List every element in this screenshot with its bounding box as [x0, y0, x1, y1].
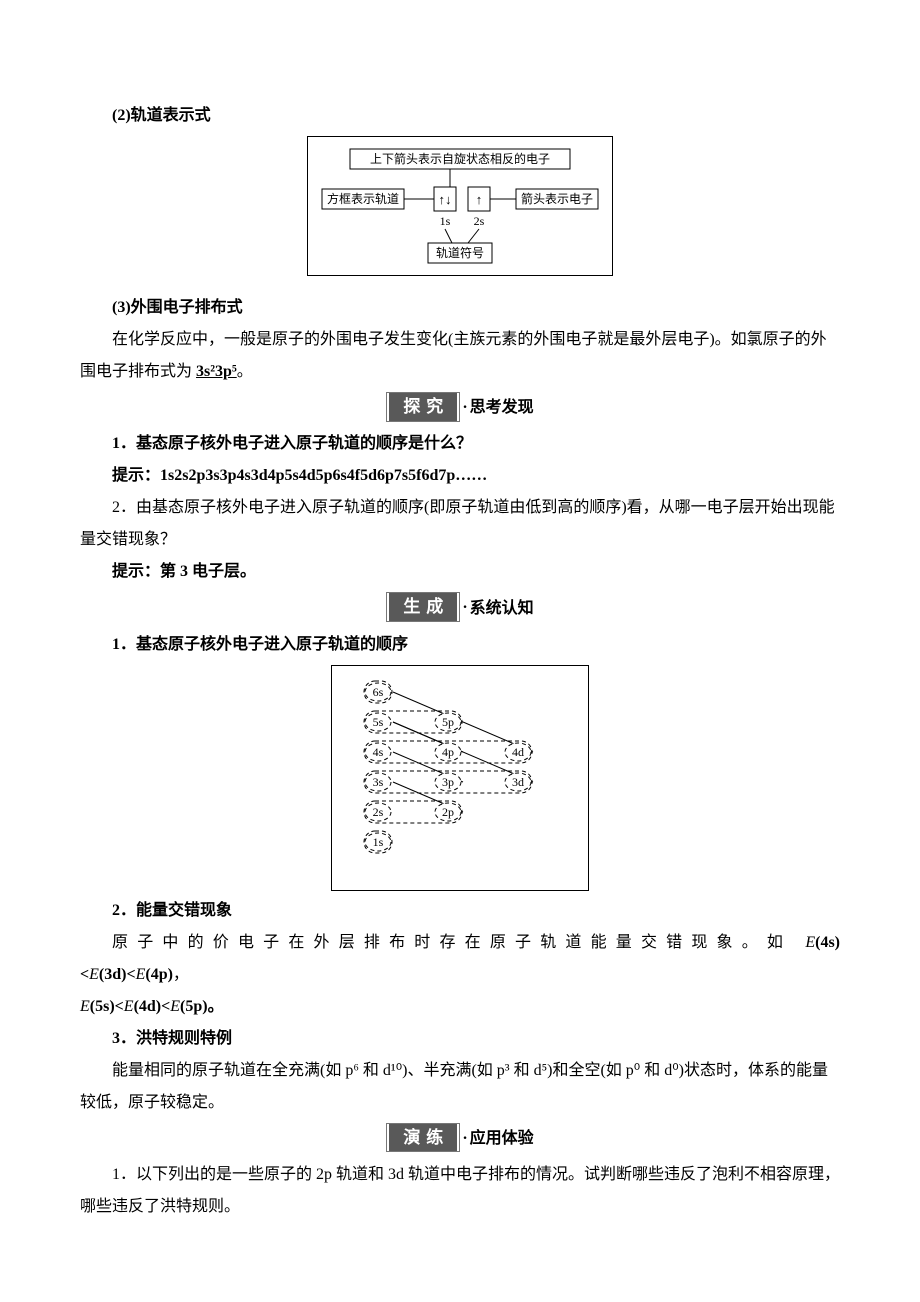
gen2-body-text: 原子中的价电子在外层排布时存在原子轨道能量交错现象。如	[112, 934, 805, 951]
q1-hint-label: 提示：	[112, 467, 160, 484]
svg-text:2p: 2p	[442, 805, 454, 819]
badge-explore-row: 探究 ·思考发现	[80, 392, 840, 424]
orb-left-label: 方框表示轨道	[327, 191, 399, 206]
q1-hint-body: 1s2s2p3s3p4s3d4p5s4d5p6s4f5d6p7s5f6d7p……	[160, 467, 487, 484]
gen3-body: 能量相同的原子轨道在全充满(如 p⁶ 和 d¹⁰)、半充满(如 p³ 和 d⁵)…	[80, 1055, 840, 1119]
orbital-notation-diagram: 上下箭头表示自旋状态相反的电子 方框表示轨道 箭头表示电子 ↑↓ ↑ 1s 2s	[307, 136, 613, 276]
sec3-heading: (3)外围电子排布式	[80, 292, 840, 324]
svg-text:1s: 1s	[373, 835, 384, 849]
q2-hint: 提示：第 3 电子层。	[80, 556, 840, 588]
badge-explore-dark: 探究	[389, 393, 457, 421]
orb-top-label: 上下箭头表示自旋状态相反的电子	[370, 151, 550, 166]
aufbau-svg: 6s 5s 5p 4s 4p 4d 3s 3p 3d 2s 2p 1s	[338, 672, 578, 872]
svg-text:5s: 5s	[373, 715, 384, 729]
svg-text:3p: 3p	[442, 775, 454, 789]
gen2-body: 原子中的价电子在外层排布时存在原子轨道能量交错现象。如 E(4s)<E(3d)<…	[80, 927, 840, 1023]
q1-question: 1．基态原子核外电子进入原子轨道的顺序是什么？	[80, 428, 840, 460]
gen1-heading: 1．基态原子核外电子进入原子轨道的顺序	[80, 629, 840, 661]
svg-text:3s: 3s	[373, 775, 384, 789]
svg-text:4s: 4s	[373, 745, 384, 759]
badge-generate-dark: 生成	[389, 593, 457, 621]
orb-box2-below: 2s	[474, 214, 485, 228]
orb-box1-below: 1s	[440, 214, 451, 228]
sec3-body-underline: 3s²3p⁵	[196, 363, 237, 380]
badge-generate: 生成	[386, 592, 460, 622]
orbital-notation-diagram-wrap: 上下箭头表示自旋状态相反的电子 方框表示轨道 箭头表示电子 ↑↓ ↑ 1s 2s	[80, 136, 840, 288]
svg-text:2s: 2s	[373, 805, 384, 819]
badge-practice-row: 演练 ·应用体验	[80, 1123, 840, 1155]
orb-box2-arrows: ↑	[476, 192, 483, 207]
badge-practice: 演练	[386, 1123, 460, 1153]
badge-explore: 探究	[386, 392, 460, 422]
orb-box1-arrows: ↑↓	[439, 192, 452, 207]
orb-right-label: 箭头表示电子	[521, 191, 593, 206]
svg-text:4p: 4p	[442, 745, 454, 759]
gen3-heading: 3．洪特规则特例	[80, 1023, 840, 1055]
q2-hint-body: 第 3 电子层。	[160, 563, 256, 580]
orbital-notation-svg: 上下箭头表示自旋状态相反的电子 方框表示轨道 箭头表示电子 ↑↓ ↑ 1s 2s	[320, 147, 600, 267]
q2-hint-label: 提示：	[112, 563, 160, 580]
badge-practice-light: 应用体验	[470, 1123, 534, 1155]
aufbau-wrap: 6s 5s 5p 4s 4p 4d 3s 3p 3d 2s 2p 1s	[80, 665, 840, 891]
badge-generate-row: 生成 ·系统认知	[80, 592, 840, 624]
svg-text:3d: 3d	[512, 775, 524, 789]
aufbau-diagram: 6s 5s 5p 4s 4p 4d 3s 3p 3d 2s 2p 1s	[331, 665, 589, 891]
sec2-heading: (2)轨道表示式	[80, 100, 840, 132]
badge-generate-light: 系统认知	[470, 593, 534, 625]
q2-question: 2．由基态原子核外电子进入原子轨道的顺序(即原子轨道由低到高的顺序)看，从哪一电…	[80, 492, 840, 556]
svg-text:5p: 5p	[442, 715, 454, 729]
practice1-question: 1．以下列出的是一些原子的 2p 轨道和 3d 轨道中电子排布的情况。试判断哪些…	[80, 1159, 840, 1223]
q1-hint: 提示：1s2s2p3s3p4s3d4p5s4d5p6s4f5d6p7s5f6d7…	[80, 460, 840, 492]
badge-explore-light: 思考发现	[470, 392, 534, 424]
gen2-heading: 2．能量交错现象	[80, 895, 840, 927]
svg-text:4d: 4d	[512, 745, 524, 759]
sec3-body-c: 。	[237, 363, 253, 380]
badge-practice-dark: 演练	[389, 1124, 457, 1152]
svg-text:6s: 6s	[373, 685, 384, 699]
sec3-body: 在化学反应中，一般是原子的外围电子发生变化(主族元素的外围电子就是最外层电子)。…	[80, 324, 840, 388]
sec3-body-a: 在化学反应中，一般是原子的外围电子发生变化(主族元素的外围电子就是最外层电子)。…	[80, 331, 827, 380]
orb-bottom-label: 轨道符号	[436, 245, 484, 260]
